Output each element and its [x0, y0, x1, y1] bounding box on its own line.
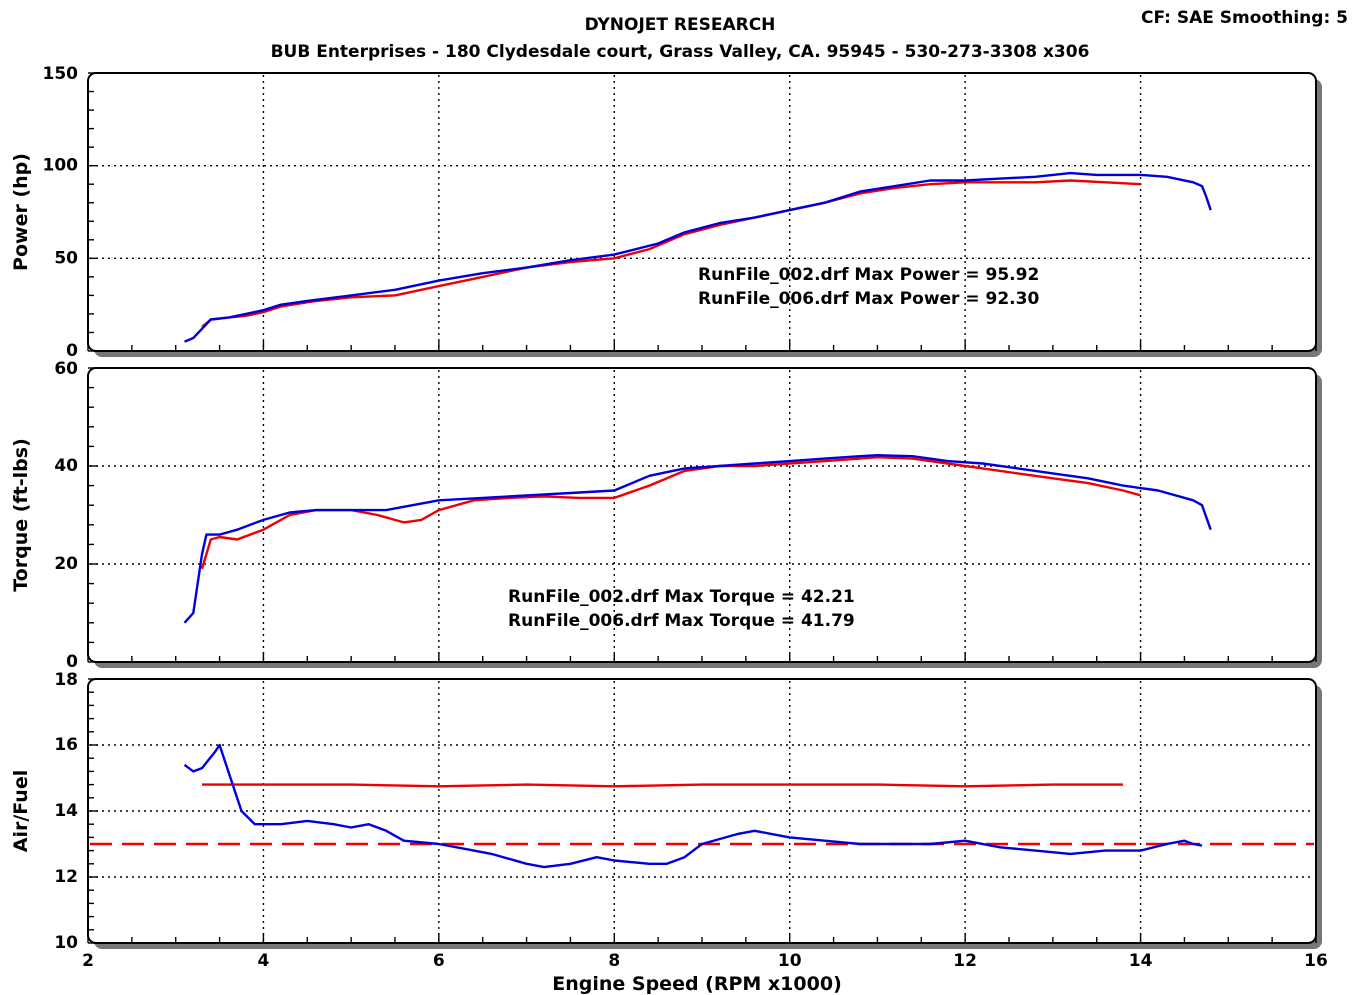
- x-tick-label: 12: [953, 951, 977, 971]
- x-tick-label: 6: [433, 951, 445, 971]
- y-tick-label: 20: [54, 554, 78, 574]
- max-value-annotation: RunFile_006.drf Max Power = 92.30: [698, 289, 1039, 309]
- y-tick-label: 14: [54, 801, 78, 821]
- y-tick-label: 0: [66, 652, 78, 672]
- y-tick-label: 16: [54, 735, 78, 755]
- y-tick-label: 50: [54, 248, 78, 268]
- series-line: [201, 179, 1141, 328]
- y-axis-label: Power (hp): [10, 153, 32, 271]
- x-tick-label: 10: [778, 951, 802, 971]
- panel-torque: 0 20 40 60 Torque (ft-lbs) RunFile_002.drf Ma…: [10, 359, 1322, 672]
- panel-air-fuel: 10 12 14 16 18 Air/Fuel 2 4 6 8 10 12 14 16: [10, 670, 1328, 971]
- x-tick-label: 4: [258, 951, 270, 971]
- max-value-annotation: RunFile_006.drf Max Torque = 41.79: [508, 611, 855, 631]
- x-axis-label: Engine Speed (RPM x1000): [552, 973, 842, 995]
- x-tick-label: 8: [608, 951, 620, 971]
- y-axis-label: Torque (ft-lbs): [10, 438, 32, 592]
- y-tick-label: 40: [54, 456, 78, 476]
- x-tick-label: 2: [82, 951, 94, 971]
- y-tick-label: 18: [54, 670, 78, 690]
- series-line: [200, 456, 1141, 570]
- y-tick-label: 10: [54, 933, 78, 953]
- panel-power: 0 50 100 150 Power (hp) RunFile_002.drf Max P…: [10, 64, 1322, 361]
- x-tick-label: 16: [1304, 951, 1328, 971]
- series-line: [202, 783, 1123, 788]
- chart-title: DYNOJET RESEARCH: [585, 15, 776, 35]
- max-value-annotation: RunFile_002.drf Max Power = 95.92: [698, 265, 1039, 285]
- correction-smoothing-label: CF: SAE Smoothing: 5: [1141, 8, 1348, 28]
- y-tick-label: 12: [54, 867, 78, 887]
- series-line: [184, 171, 1212, 343]
- x-tick-label: 14: [1129, 951, 1153, 971]
- y-tick-label: 150: [43, 64, 79, 84]
- chart-subtitle: BUB Enterprises - 180 Clydesdale court, …: [271, 42, 1090, 62]
- y-tick-label: 0: [66, 341, 78, 361]
- max-value-annotation: RunFile_002.drf Max Torque = 42.21: [508, 587, 855, 607]
- series-line: [183, 743, 1203, 869]
- y-tick-label: 60: [54, 359, 78, 379]
- series-line: [183, 454, 1212, 624]
- y-axis-label: Air/Fuel: [10, 770, 32, 853]
- y-tick-label: 100: [43, 156, 79, 176]
